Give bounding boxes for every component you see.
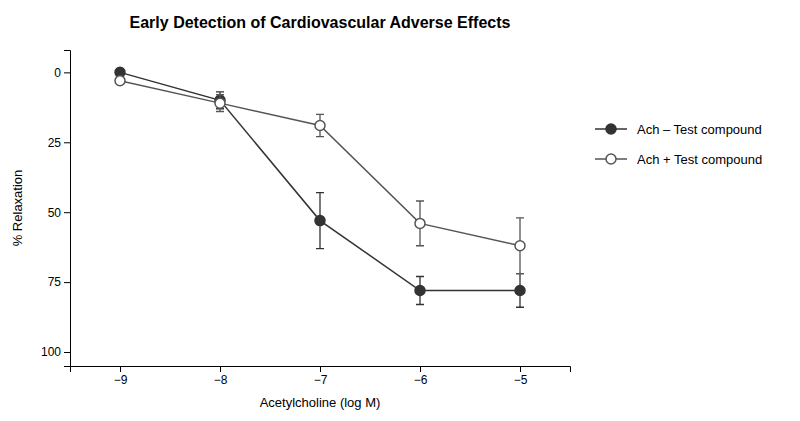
point (415, 285, 425, 295)
error-bar (316, 193, 324, 249)
point (315, 121, 325, 131)
series-line (120, 72, 520, 290)
y-tick-label: 25 (48, 136, 62, 150)
y-tick: 75 (48, 275, 70, 289)
plot-area: −9 −8 −7 −6 −5 0 25 50 75 100 (41, 51, 571, 387)
y-axis-title: % Relaxation (10, 170, 25, 247)
point (515, 241, 525, 251)
legend-swatch-marker (606, 124, 616, 134)
x-tick-label: −6 (414, 373, 428, 387)
x-tick-label: −8 (214, 373, 228, 387)
error-bar (516, 218, 524, 274)
point (415, 218, 425, 228)
error-bar (316, 114, 324, 136)
error-bar (416, 277, 424, 305)
x-tick-mark (320, 366, 321, 372)
x-tick-label: −5 (514, 373, 528, 387)
data-marks (115, 67, 525, 307)
y-tick-mark (64, 352, 70, 353)
series (115, 76, 525, 274)
x-tick: −7 (314, 366, 328, 387)
x-tick-mark (520, 366, 521, 372)
y-tick-label: 100 (41, 345, 61, 359)
x-tick-label: −9 (114, 373, 128, 387)
chart-container: −9 −8 −7 −6 −5 0 25 50 75 100 Early Detection of C… (0, 0, 800, 421)
error-bar (216, 95, 224, 112)
x-tick-mark (220, 366, 221, 372)
x-axis: −9 −8 −7 −6 −5 (71, 366, 571, 387)
y-tick-label: 0 (54, 66, 61, 80)
error-bar (516, 274, 524, 308)
chart-svg: −9 −8 −7 −6 −5 0 25 50 75 100 Early Detection of C… (0, 0, 800, 421)
y-tick-label: 75 (48, 275, 62, 289)
legend-item: Ach – Test compound (595, 122, 762, 137)
x-tick: −8 (214, 366, 228, 387)
y-tick-mark (64, 282, 70, 283)
y-tick: 50 (48, 206, 70, 220)
x-tick: −9 (114, 366, 128, 387)
y-tick: 100 (41, 345, 70, 359)
point (215, 98, 225, 108)
legend-item: Ach + Test compound (595, 152, 762, 167)
legend: Ach – Test compound Ach + Test compound (595, 122, 762, 167)
y-tick-label: 50 (48, 206, 62, 220)
y-axis: 0 25 50 75 100 (41, 51, 71, 367)
x-tick: −6 (414, 366, 428, 387)
legend-label: Ach – Test compound (637, 122, 762, 137)
point (115, 76, 125, 86)
series (115, 67, 525, 307)
x-axis-title: Acetylcholine (log M) (260, 395, 381, 410)
x-tick: −5 (514, 366, 528, 387)
legend-label: Ach + Test compound (637, 152, 762, 167)
error-bar (416, 201, 424, 246)
x-tick-mark (120, 366, 121, 372)
x-axis-line (71, 367, 571, 373)
x-tick-mark (420, 366, 421, 372)
chart-title: Early Detection of Cardiovascular Advers… (130, 14, 511, 31)
y-tick: 25 (48, 136, 70, 150)
point (515, 285, 525, 295)
y-tick-mark (64, 142, 70, 143)
legend-swatch-marker (606, 154, 616, 164)
x-tick-label: −7 (314, 373, 328, 387)
y-axis-line (64, 51, 71, 367)
y-tick-mark (64, 72, 70, 73)
y-tick: 0 (54, 66, 70, 80)
point (315, 216, 325, 226)
series-line (120, 81, 520, 246)
y-tick-mark (64, 212, 70, 213)
